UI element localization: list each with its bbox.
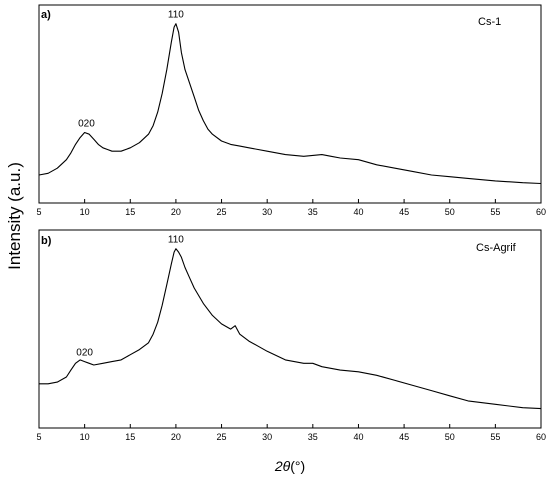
panel-a-label: a) xyxy=(41,9,51,21)
panel-b-curve-cs-agrif xyxy=(39,248,542,410)
x-axis-label-symbol: 2θ xyxy=(274,458,291,474)
panel-b-x-ticks: 5 10 15 20 25 30 35 40 45 50 55 60 xyxy=(36,424,546,442)
panel-b: b) Cs-Agrif 5 10 15 20 25 30 35 40 45 50 55 60 020 1… xyxy=(36,229,546,442)
panel-b-x-tick-label: 30 xyxy=(262,432,272,442)
panel-a-x-tick-label: 25 xyxy=(217,207,227,217)
panel-a-legend: Cs-1 xyxy=(478,16,501,28)
panel-b-legend: Cs-Agrif xyxy=(476,242,517,254)
panel-b-frame xyxy=(38,229,542,429)
panel-a-x-tick-label: 5 xyxy=(36,207,41,217)
panel-a-x-tick-label: 15 xyxy=(125,207,135,217)
panel-b-peak-label: 110 xyxy=(168,235,184,246)
panel-b-x-tick-label: 10 xyxy=(80,432,90,442)
panel-a-x-tick-label: 40 xyxy=(353,207,363,217)
panel-a-x-tick-label: 50 xyxy=(445,207,455,217)
panel-a-x-ticks: 5 10 15 20 25 30 35 40 45 50 55 60 xyxy=(36,199,546,217)
panel-b-x-tick-label: 55 xyxy=(490,432,500,442)
panel-a-x-tick-label: 10 xyxy=(80,207,90,217)
panel-a-x-tick-label: 30 xyxy=(262,207,272,217)
panel-b-x-tick-label: 45 xyxy=(399,432,409,442)
panel-b-x-tick-label: 35 xyxy=(308,432,318,442)
panel-a-x-tick-label: 60 xyxy=(536,207,546,217)
panel-b-x-tick-label: 40 xyxy=(353,432,363,442)
panel-b-x-tick-label: 20 xyxy=(171,432,181,442)
panel-a-x-tick-label: 35 xyxy=(308,207,318,217)
panel-a-frame xyxy=(38,4,542,204)
panel-b-label: b) xyxy=(41,235,52,247)
panel-a: a) Cs-1 5 10 15 20 25 30 35 40 45 50 55 60 020 110 xyxy=(36,4,546,217)
panel-b-peak-labels: 020 110 xyxy=(76,235,184,359)
panel-a-peak-label: 020 xyxy=(78,119,95,130)
panel-a-x-tick-label: 55 xyxy=(490,207,500,217)
panel-b-peak-label: 020 xyxy=(76,348,93,359)
x-axis-label-unit: (°) xyxy=(290,458,305,474)
panel-b-x-tick-label: 50 xyxy=(445,432,455,442)
panel-b-x-tick-label: 15 xyxy=(125,432,135,442)
x-axis-label: 2θ(°) xyxy=(274,458,305,474)
panel-a-x-tick-label: 20 xyxy=(171,207,181,217)
panel-b-x-tick-label: 25 xyxy=(217,432,227,442)
panel-a-x-tick-label: 45 xyxy=(399,207,409,217)
panel-a-peak-label: 110 xyxy=(168,10,184,21)
panel-a-curve-cs-1 xyxy=(38,23,542,185)
panel-b-x-tick-label: 60 xyxy=(536,432,546,442)
panel-b-x-tick-label: 5 xyxy=(36,432,41,442)
y-axis-label: Intensity (a.u.) xyxy=(5,162,24,270)
panel-a-peak-labels: 020 110 xyxy=(78,10,184,130)
